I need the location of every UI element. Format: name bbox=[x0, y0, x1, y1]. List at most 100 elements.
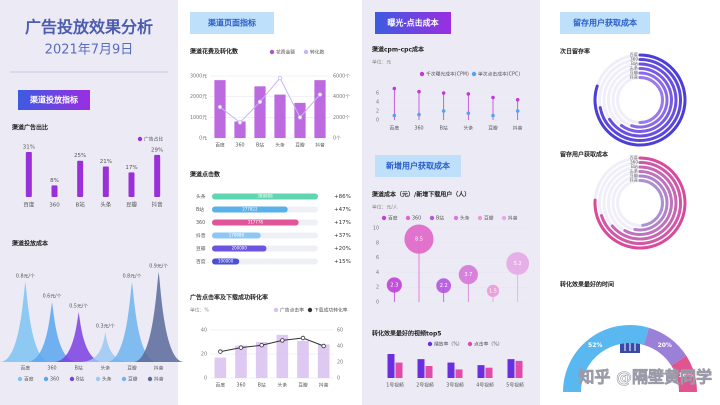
x-tick-label: 头条 bbox=[278, 382, 288, 389]
radial-bar bbox=[610, 165, 678, 241]
x-tick-label: 4号视频 bbox=[476, 382, 494, 389]
change-label: +37% bbox=[334, 233, 351, 239]
x-tick-label: 360 bbox=[49, 203, 60, 209]
bar bbox=[212, 219, 299, 226]
gauge-segment bbox=[671, 355, 697, 393]
x-tick-label: 2号视频 bbox=[416, 382, 434, 389]
radial-bar bbox=[608, 62, 678, 138]
line-point bbox=[218, 349, 223, 354]
x-tick-label: B站 bbox=[75, 365, 83, 372]
bar bbox=[314, 80, 326, 138]
point bbox=[441, 91, 446, 95]
gauge-segment bbox=[643, 327, 687, 366]
watermark: 知乎 @隔壁黄同学 bbox=[578, 368, 712, 387]
line-point bbox=[237, 120, 243, 125]
legend-label: 豆瓣 bbox=[128, 376, 138, 383]
x-tick-label: 百度 bbox=[21, 365, 31, 372]
legend-swatch bbox=[381, 215, 387, 221]
ring-label: 360 bbox=[630, 57, 638, 62]
bar bbox=[214, 357, 227, 378]
point bbox=[417, 89, 421, 94]
chart-title: 渠道广告出比 bbox=[12, 124, 48, 132]
radial-bar bbox=[593, 156, 687, 250]
legend-label: 抖音 bbox=[154, 376, 164, 383]
bubble bbox=[436, 278, 452, 294]
ring-label: 360 bbox=[630, 160, 638, 165]
y-tick-label: 2000个 bbox=[333, 115, 350, 121]
legend-label: 单次点击成本(CPC) bbox=[478, 71, 520, 78]
value-label: 29% bbox=[151, 147, 163, 153]
x-tick-label: 百度 bbox=[23, 201, 35, 209]
radial-bar bbox=[633, 174, 669, 232]
legend-swatch bbox=[269, 49, 275, 55]
y-tick-label: 百度 bbox=[196, 258, 206, 265]
x-tick-label: 360 bbox=[236, 383, 245, 389]
x-tick-label: 抖音 bbox=[319, 382, 329, 389]
legend-label: 头条 bbox=[460, 215, 470, 222]
x-tick-label: 百度 bbox=[215, 142, 225, 149]
y-tick-label: 4 bbox=[376, 270, 379, 276]
bar bbox=[212, 206, 288, 213]
x-tick-label: B站 bbox=[256, 142, 264, 149]
value-label: 3.7 bbox=[464, 272, 472, 278]
legend-swatch bbox=[273, 307, 279, 313]
bar bbox=[212, 245, 267, 252]
value-label: 0.6元/个 bbox=[43, 294, 62, 300]
legend-label: 千次曝光成本(CPM) bbox=[426, 71, 469, 78]
bar bbox=[317, 344, 330, 378]
x-tick-label: B站 bbox=[76, 201, 86, 209]
bubble bbox=[404, 224, 434, 254]
line-point bbox=[300, 335, 306, 341]
value-label: 1.5 bbox=[489, 288, 497, 294]
x-tick-label: 头条 bbox=[100, 201, 112, 209]
x-tick-label: 头条 bbox=[275, 142, 285, 149]
value-label: 17% bbox=[125, 165, 137, 171]
bar bbox=[212, 193, 318, 200]
legend-swatch bbox=[419, 71, 425, 77]
point bbox=[392, 113, 397, 118]
y-tick-label: 40 bbox=[337, 344, 343, 350]
line-point bbox=[317, 92, 323, 97]
x-tick-label: B站 bbox=[440, 125, 448, 132]
x-tick-label: 豆瓣 bbox=[126, 201, 138, 209]
x-tick-label: 豆瓣 bbox=[295, 142, 305, 149]
value-label: 0.3元/个 bbox=[96, 324, 115, 330]
value-label: 8.5 bbox=[415, 237, 423, 243]
x-tick-label: 百度 bbox=[390, 125, 400, 132]
x-tick-label: 豆瓣 bbox=[488, 125, 498, 132]
line-point bbox=[259, 343, 264, 348]
point bbox=[417, 112, 421, 117]
bar bbox=[477, 365, 485, 378]
legend-label: 播放率（%） bbox=[434, 341, 463, 348]
legend-label: 转化数 bbox=[310, 49, 325, 56]
value-label: 178888 bbox=[229, 233, 245, 238]
x-tick-label: 360 bbox=[47, 366, 56, 372]
bar bbox=[395, 362, 403, 378]
y-tick-label: 2 bbox=[376, 109, 379, 115]
change-label: +15% bbox=[334, 259, 351, 265]
value-label: 200000 bbox=[232, 246, 248, 251]
legend-label: 360 bbox=[50, 377, 59, 383]
bar bbox=[515, 360, 523, 378]
change-label: +20% bbox=[334, 246, 351, 252]
badge-text: 新增用户获取成本 bbox=[386, 161, 450, 171]
legend-swatch bbox=[17, 376, 23, 382]
y-tick-label: 4000个 bbox=[333, 94, 350, 100]
x-tick-label: 抖音 bbox=[152, 201, 164, 209]
bubble bbox=[506, 252, 530, 275]
point bbox=[515, 109, 520, 113]
charts: 渠道广告出比31%百度8%36025%B站21%头条17%豆瓣29%抖音广告占比… bbox=[0, 46, 697, 393]
bar bbox=[485, 367, 493, 378]
badge-text: 曝光-点击成本 bbox=[387, 18, 438, 28]
value-label: 5.2 bbox=[514, 261, 522, 267]
bubble bbox=[386, 277, 402, 293]
value-label: 2.3 bbox=[390, 282, 398, 288]
y-tick-label: 2 bbox=[376, 285, 379, 291]
legend-swatch bbox=[137, 136, 143, 142]
y-tick-label: 10 bbox=[373, 226, 379, 232]
legend-swatch bbox=[501, 215, 507, 221]
legend-swatch bbox=[69, 376, 75, 382]
x-tick-label: 豆瓣 bbox=[127, 365, 137, 372]
